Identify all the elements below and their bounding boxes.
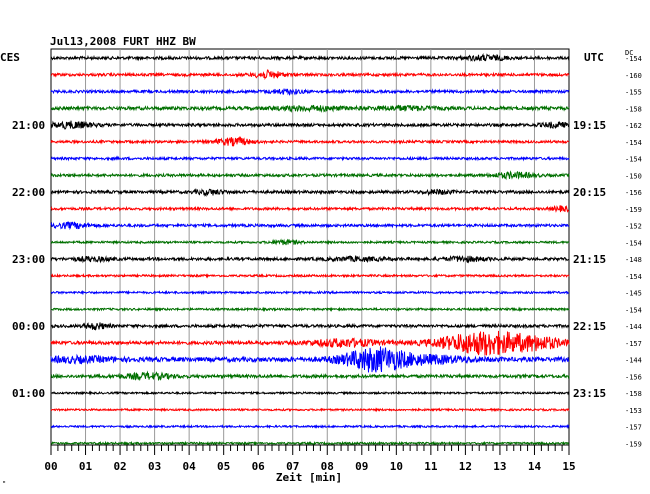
dc-offset-label: -158 <box>625 105 642 113</box>
right-time-label: 23:15 <box>573 387 606 400</box>
time-labels: -154 -160 -155 -158 -162 -154 -154 -150 -156 -159… <box>12 55 642 448</box>
trace-line <box>50 322 570 331</box>
seismogram-traces <box>50 53 570 446</box>
x-tick-label: 09 <box>355 460 368 473</box>
x-tick-label: 00 <box>44 460 57 473</box>
dc-offset-label: -154 <box>625 306 642 314</box>
trace-line <box>50 370 570 382</box>
dc-offset-label: -157 <box>625 340 642 348</box>
right-time-label: 19:15 <box>573 119 606 132</box>
dc-offset-label: -158 <box>625 390 642 398</box>
dc-column-header: DC <box>625 49 633 57</box>
dc-offset-label: -152 <box>625 223 642 231</box>
dc-offset-label: -154 <box>625 239 642 247</box>
trace-line <box>50 69 570 81</box>
trace-line <box>50 170 570 181</box>
trace-line <box>50 238 570 246</box>
dc-offset-label: -156 <box>625 373 642 381</box>
x-tick-label: 04 <box>183 460 197 473</box>
x-tick-label: 15 <box>562 460 575 473</box>
dc-offset-label: -154 <box>625 273 642 281</box>
dc-offset-label: -157 <box>625 424 642 432</box>
dc-offset-label: -148 <box>625 256 642 264</box>
trace-line <box>50 254 570 264</box>
trace-line <box>50 390 570 396</box>
corner-mark: " <box>2 480 6 488</box>
trace-line <box>50 306 570 313</box>
right-time-label: 21:15 <box>573 253 606 266</box>
x-tick-label: 08 <box>321 460 334 473</box>
dc-offset-label: -156 <box>625 189 642 197</box>
trace-line <box>50 104 570 114</box>
dc-offset-label: -155 <box>625 89 642 97</box>
dc-offset-label: -154 <box>625 139 642 147</box>
trace-line <box>50 135 570 147</box>
x-tick-label: 02 <box>113 460 126 473</box>
dc-offset-label: -153 <box>625 407 642 415</box>
trace-line <box>50 204 570 213</box>
x-tick-label: 06 <box>252 460 266 473</box>
dc-offset-label: -154 <box>625 156 642 164</box>
right-time-label: 20:15 <box>573 186 606 199</box>
dc-offset-label: -144 <box>625 323 642 331</box>
trace-line <box>50 88 570 96</box>
dc-offset-label: -154 <box>625 55 642 63</box>
plot-frame <box>50 48 570 446</box>
dc-offset-label: -160 <box>625 72 642 80</box>
trace-line <box>50 155 570 162</box>
dc-offset-label: -159 <box>625 206 642 214</box>
x-tick-label: 01 <box>79 460 93 473</box>
dc-offset-label: -145 <box>625 290 642 298</box>
trace-line <box>50 407 570 413</box>
trace-line <box>50 330 570 356</box>
left-time-label: 23:00 <box>12 253 45 266</box>
x-tick-label: 10 <box>390 460 403 473</box>
left-time-label: 21:00 <box>12 119 45 132</box>
minute-grid <box>50 48 570 446</box>
right-timezone-label: UTC <box>584 51 604 64</box>
trace-line <box>50 120 570 130</box>
left-time-label: 01:00 <box>12 387 45 400</box>
dc-offset-label: -162 <box>625 122 642 130</box>
x-tick-label: 03 <box>148 460 161 473</box>
x-tick-label: 12 <box>459 460 472 473</box>
left-time-label: 22:00 <box>12 186 45 199</box>
chart-title: Jul13,2008 FURT HHZ BW <box>50 35 196 48</box>
trace-line <box>50 346 570 373</box>
dc-offset-label: -150 <box>625 172 642 180</box>
left-timezone-label: CES <box>0 51 20 64</box>
right-time-label: 22:15 <box>573 320 606 333</box>
x-tick-label: 13 <box>493 460 506 473</box>
x-axis-title: Zeit [min] <box>276 471 342 484</box>
trace-line <box>50 423 570 430</box>
x-tick-label: 14 <box>528 460 542 473</box>
dc-offset-label: -159 <box>625 440 642 448</box>
trace-line <box>51 289 570 296</box>
trace-line <box>50 440 570 446</box>
trace-line <box>50 53 570 62</box>
x-tick-label: 05 <box>217 460 230 473</box>
trace-line <box>50 221 570 231</box>
trace-line <box>50 188 570 198</box>
trace-line <box>50 272 570 279</box>
x-tick-label: 11 <box>424 460 438 473</box>
dc-offset-label: -144 <box>625 357 642 365</box>
x-tick-label: 07 <box>286 460 299 473</box>
time-axis: 00 01 02 03 04 05 06 07 08 09 10 11 12 13 14 15 <box>44 445 576 473</box>
left-time-label: 00:00 <box>12 320 45 333</box>
